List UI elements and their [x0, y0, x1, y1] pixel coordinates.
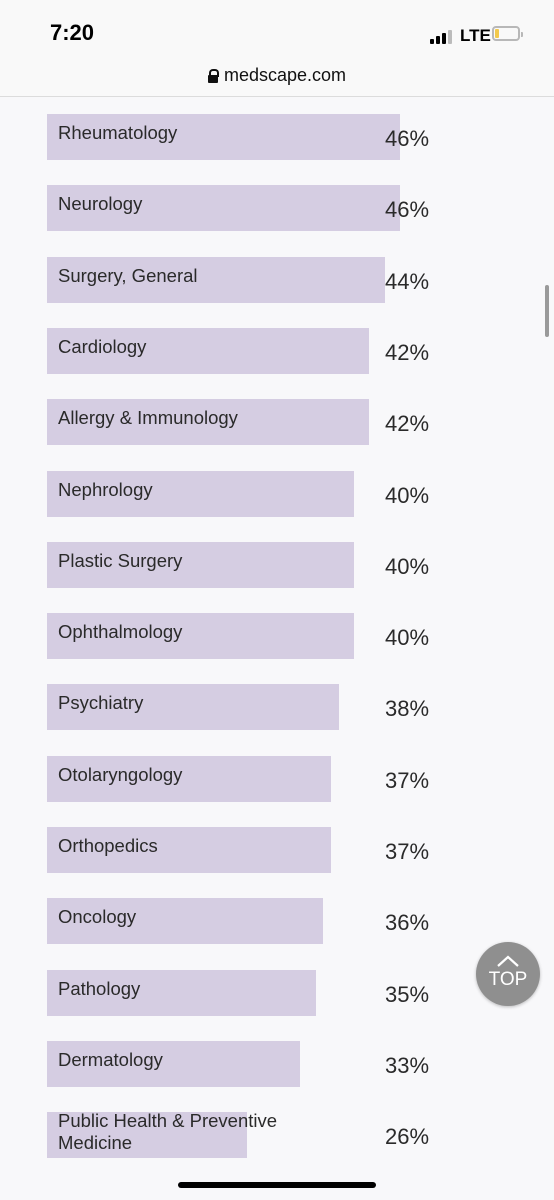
category-label: Psychiatry [58, 692, 144, 714]
signal-icon [430, 28, 452, 44]
back-to-top-button[interactable]: TOP [476, 942, 540, 1006]
chart-row: Dermatology 33% [0, 1040, 554, 1089]
value-label: 40% [385, 553, 430, 579]
back-to-top-label: TOP [488, 969, 528, 990]
chart-row: Plastic Surgery 40% [0, 541, 554, 590]
value-label: 42% [385, 411, 430, 437]
chart-row: Public Health & Preventive Medicine 26% [0, 1110, 554, 1160]
chart-row: Ophthalmology 40% [0, 613, 554, 661]
chart-row: Orthopedics 37% [0, 827, 554, 875]
category-label: Plastic Surgery [58, 549, 183, 571]
chart-bar [47, 898, 324, 945]
value-label: 35% [385, 981, 430, 1007]
category-label: Neurology [58, 193, 143, 215]
chart-bar [47, 185, 400, 232]
value-label: 46% [385, 126, 430, 151]
value-label: 40% [385, 482, 430, 508]
category-label: Rheumatology [58, 122, 178, 143]
value-label: 46% [385, 197, 430, 223]
value-label: 36% [385, 910, 430, 936]
lock-icon [207, 69, 219, 83]
chart-row: Neurology 46% [0, 185, 554, 233]
category-label: Dermatology [58, 1048, 163, 1070]
scrollbar[interactable] [545, 285, 549, 337]
chart-bar [47, 470, 354, 517]
chart-bar [47, 969, 316, 1016]
category-label: Oncology [58, 906, 137, 928]
chart-bar [47, 327, 370, 374]
chart-bar [47, 755, 331, 802]
chart-row: Psychiatry 38% [0, 684, 554, 732]
chart-row: Nephrology 40% [0, 470, 554, 519]
chart-row: Allergy & Immunology 42% [0, 399, 554, 447]
category-label: Otolaryngology [58, 763, 183, 785]
chart-row: Surgery, General 44% [0, 256, 554, 305]
category-label: Cardiology [58, 335, 147, 357]
chart-bar [47, 613, 354, 660]
category-label: Orthopedics [58, 835, 158, 856]
chart-bar [47, 1112, 247, 1159]
chart-row: Pathology 35% [0, 969, 554, 1018]
category-label: Pathology [58, 977, 141, 999]
clock: 7:20 [50, 20, 95, 45]
value-label: 40% [385, 625, 430, 651]
chevron-up-icon [497, 955, 519, 967]
value-label: 37% [385, 767, 430, 793]
value-label: 44% [385, 268, 430, 294]
category-label: Allergy & Immunology [58, 407, 238, 429]
url-text[interactable]: medscape.com [223, 65, 347, 85]
value-label: 37% [385, 839, 430, 864]
chart-bar [47, 541, 354, 588]
status-bar: 7:20 LTE [0, 0, 554, 62]
chart-row: Rheumatology 46% [0, 114, 554, 162]
chart-bar [47, 827, 331, 873]
value-label: 26% [385, 1124, 430, 1150]
chart-row: Otolaryngology 37% [0, 755, 554, 804]
chart-bar [47, 1040, 301, 1087]
page-content: Rheumatology 46% Neurology 46% Surgery, Gene… [0, 97, 554, 1200]
chart-row: Cardiology 42% [0, 327, 554, 376]
category-label: Nephrology [58, 478, 153, 500]
category-label: Surgery, General [58, 264, 198, 286]
category-label: Ophthalmology [58, 621, 183, 643]
network-type: LTE [460, 26, 491, 45]
value-label: 42% [385, 339, 430, 365]
chart-row: Oncology 36% [0, 898, 554, 946]
category-label: Public Health & Preventive Medicine [58, 1110, 278, 1154]
address-bar[interactable]: medscape.com [0, 62, 554, 97]
value-label: 33% [385, 1052, 430, 1078]
battery-icon [492, 26, 523, 41]
battery-fill [495, 29, 499, 38]
value-label: 38% [385, 696, 430, 722]
chart-bar [47, 114, 400, 160]
chart-bar [47, 256, 385, 303]
chart-bar [47, 399, 370, 446]
home-indicator [178, 1182, 376, 1188]
chart-bar [47, 684, 339, 731]
